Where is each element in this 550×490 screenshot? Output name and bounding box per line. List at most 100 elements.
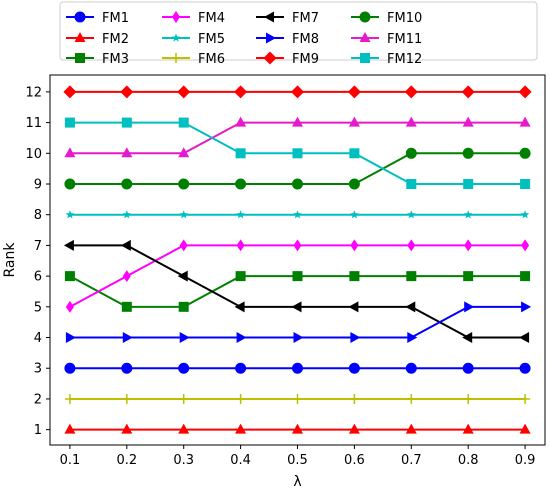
legend-label: FM7 xyxy=(292,11,319,26)
data-point-fm7-7 xyxy=(462,332,473,344)
legend-item-fm5: FM5 xyxy=(162,32,225,47)
series-fm11 xyxy=(64,116,531,158)
data-point-fm7-1 xyxy=(120,239,131,251)
legend: FM1 FM2 FM3 FM4 FM5 FM6 FM7 FM8 FM9 FM10 FM11 FM12 xyxy=(59,1,538,67)
data-point-fm2-2 xyxy=(178,423,190,434)
series-fm1 xyxy=(64,362,531,374)
data-point-fm6-6 xyxy=(406,393,417,404)
series-fm4 xyxy=(65,239,530,313)
x-tick-label: 0.7 xyxy=(401,453,422,468)
x-tick-label: 0.4 xyxy=(230,453,251,468)
y-tick-label: 4 xyxy=(34,331,42,346)
data-point-fm5-8 xyxy=(520,210,530,219)
data-point-fm9-7 xyxy=(461,85,475,99)
data-point-fm1-7 xyxy=(462,362,474,374)
legend-marker-fm4 xyxy=(172,11,180,23)
y-tick-label: 1 xyxy=(34,423,42,438)
legend-label: FM1 xyxy=(102,11,129,26)
data-point-fm10-8 xyxy=(519,147,531,159)
legend-item-fm4: FM4 xyxy=(162,11,225,26)
data-point-fm3-0 xyxy=(64,271,75,282)
data-point-fm3-8 xyxy=(520,271,531,282)
data-point-fm9-2 xyxy=(177,85,191,99)
legend-label: FM10 xyxy=(387,11,422,26)
data-point-fm6-8 xyxy=(520,393,531,404)
data-point-fm11-5 xyxy=(348,116,360,127)
data-point-fm3-7 xyxy=(463,271,474,282)
data-point-fm4-3 xyxy=(236,239,245,252)
series-fm9 xyxy=(63,85,532,99)
x-tick-label: 0.9 xyxy=(515,453,536,468)
data-point-fm8-4 xyxy=(293,332,304,344)
data-point-fm1-8 xyxy=(519,362,531,374)
legend-item-fm12: FM12 xyxy=(351,52,422,67)
series-line-fm7 xyxy=(69,244,526,339)
data-point-fm2-7 xyxy=(462,423,474,434)
data-point-fm5-1 xyxy=(122,210,132,219)
legend-marker-fm11 xyxy=(359,32,371,42)
data-point-fm1-0 xyxy=(64,362,76,374)
data-point-fm10-1 xyxy=(121,178,133,190)
data-point-fm4-5 xyxy=(350,239,359,252)
legend-marker-fm10 xyxy=(359,11,371,23)
data-point-fm2-4 xyxy=(292,423,303,434)
data-point-fm4-1 xyxy=(122,270,131,283)
series-fm3 xyxy=(64,271,531,312)
data-point-fm8-1 xyxy=(122,332,133,344)
data-point-fm1-6 xyxy=(405,362,417,374)
y-tick-label: 8 xyxy=(34,208,42,223)
data-point-fm3-2 xyxy=(178,301,189,312)
data-point-fm11-8 xyxy=(519,116,531,127)
data-point-fm2-8 xyxy=(519,423,531,434)
legend-label: FM11 xyxy=(387,32,422,47)
y-tick-label: 10 xyxy=(25,147,42,162)
data-point-fm4-0 xyxy=(65,300,74,313)
data-point-fm2-6 xyxy=(405,423,417,434)
data-point-fm6-2 xyxy=(178,393,189,404)
data-point-fm5-7 xyxy=(463,210,473,219)
data-point-fm12-4 xyxy=(292,148,303,159)
series-fm6 xyxy=(64,393,531,404)
data-point-fm3-5 xyxy=(349,271,360,282)
data-point-fm9-1 xyxy=(120,85,134,99)
data-point-fm2-0 xyxy=(64,423,76,434)
data-point-fm9-0 xyxy=(63,85,77,99)
data-point-fm6-1 xyxy=(121,393,132,404)
y-tick-label: 2 xyxy=(34,392,42,407)
legend-item-fm2: FM2 xyxy=(66,32,129,47)
data-point-fm3-1 xyxy=(121,301,132,312)
data-point-fm8-0 xyxy=(65,332,76,344)
y-tick-label: 11 xyxy=(25,116,42,131)
axes: 0.1 0.2 0.3 0.4 0.5 0.6 0.7 0.8 0.91234567891011… xyxy=(25,74,546,468)
legend-item-fm6: FM6 xyxy=(162,52,225,67)
legend-marker-fm1 xyxy=(74,11,86,23)
data-point-fm11-0 xyxy=(64,147,76,158)
legend-label: FM4 xyxy=(198,11,225,26)
x-tick-label: 0.2 xyxy=(116,453,137,468)
data-point-fm9-3 xyxy=(234,85,248,99)
legend-item-fm11: FM11 xyxy=(351,32,422,47)
x-tick-label: 0.3 xyxy=(173,453,194,468)
data-point-fm8-8 xyxy=(521,301,532,313)
legend-label: FM3 xyxy=(102,52,129,67)
legend-marker-fm2 xyxy=(74,32,86,42)
y-axis-title: Rank xyxy=(2,242,18,278)
data-point-fm3-6 xyxy=(406,271,417,282)
data-point-fm11-4 xyxy=(292,116,303,127)
x-tick-label: 0.5 xyxy=(287,453,308,468)
legend-item-fm1: FM1 xyxy=(66,11,129,26)
data-point-fm8-2 xyxy=(179,332,190,344)
data-point-fm10-7 xyxy=(462,147,474,159)
data-point-fm6-0 xyxy=(64,393,75,404)
plot-frame xyxy=(49,74,546,446)
y-tick-label: 12 xyxy=(25,85,42,100)
data-point-fm1-5 xyxy=(348,362,360,374)
data-point-fm6-3 xyxy=(235,393,246,404)
data-point-fm9-4 xyxy=(291,85,304,99)
data-point-fm10-4 xyxy=(292,178,303,190)
data-point-fm9-6 xyxy=(404,85,418,99)
data-point-fm12-1 xyxy=(121,117,132,128)
series-fm7 xyxy=(63,239,530,344)
